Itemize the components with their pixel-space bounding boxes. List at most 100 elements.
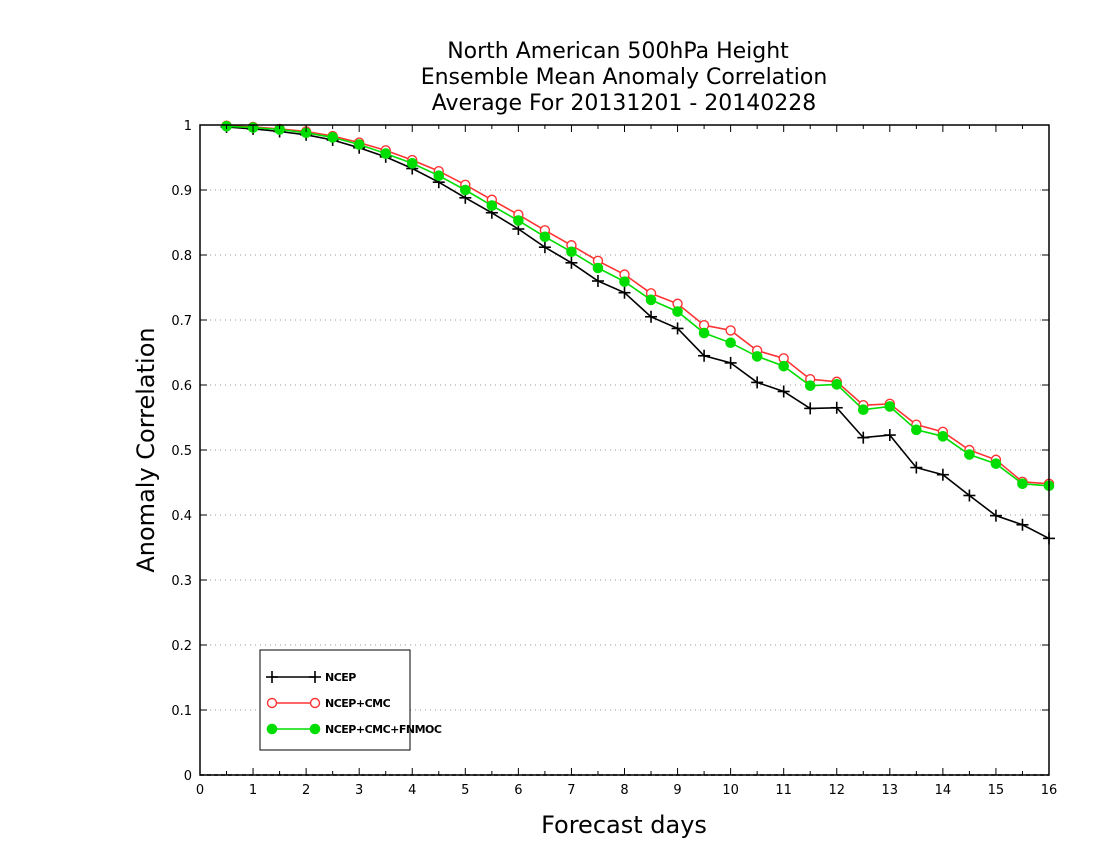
data-point — [936, 468, 949, 481]
series-line — [226, 125, 1050, 487]
data-point — [618, 286, 631, 299]
axis-ticks: 00.10.20.30.40.50.60.70.80.910 1 2 3 4 5 6 7 8 9 1… — [171, 119, 1057, 798]
data-point — [460, 184, 471, 196]
data-point — [672, 306, 683, 317]
data-point — [778, 360, 789, 372]
x-tick-label: 14 — [935, 783, 952, 798]
x-tick-label: 8 — [620, 783, 628, 798]
data-point — [433, 170, 445, 181]
data-point — [645, 294, 657, 306]
legend-marker — [266, 697, 278, 709]
data-point — [645, 310, 658, 323]
legend-box — [259, 649, 411, 751]
legend: NCEP NCEP+CMC NCEP+CMC+FNMOC — [259, 649, 442, 751]
legend-label: NCEP — [325, 671, 356, 684]
x-tick-label: 15 — [988, 783, 1005, 798]
x-tick-label: 13 — [882, 783, 899, 798]
legend-label: NCEP+CMC — [325, 697, 391, 710]
y-tick-label: 0 — [184, 769, 192, 784]
data-point — [565, 256, 578, 269]
x-tick-label: 9 — [673, 783, 681, 798]
data-point — [857, 431, 870, 444]
data-point — [963, 489, 976, 502]
data-point — [883, 429, 896, 442]
x-tick-label: 11 — [775, 783, 792, 798]
y-tick-label: 0.7 — [171, 314, 192, 329]
legend-entry: NCEP — [266, 671, 357, 684]
plot-series — [220, 120, 1055, 545]
series-line — [226, 126, 1050, 540]
x-tick-label: 12 — [828, 783, 845, 798]
data-point — [990, 458, 1002, 469]
x-tick-label: 0 — [196, 783, 204, 798]
data-point — [725, 337, 736, 349]
chart-title: North American 500hPa Height Ensemble Me… — [421, 39, 828, 116]
x-tick-label: 10 — [722, 783, 739, 798]
data-point — [698, 327, 710, 339]
data-point — [964, 449, 975, 460]
chart-title-line-1: North American 500hPa Height — [447, 39, 789, 64]
data-point — [751, 351, 763, 362]
data-point — [910, 461, 923, 474]
data-point — [724, 356, 737, 369]
data-point — [911, 424, 922, 436]
data-point — [486, 200, 498, 211]
series-ncep-cmc-fnmoc — [221, 121, 1055, 492]
x-tick-label: 2 — [302, 783, 310, 798]
data-point — [619, 276, 630, 287]
data-point — [1017, 478, 1028, 490]
data-point — [884, 401, 896, 412]
data-point — [804, 380, 816, 391]
data-point — [380, 148, 392, 159]
y-tick-label: 0.5 — [171, 444, 192, 459]
y-tick-label: 0.3 — [171, 574, 192, 589]
legend-entry: NCEP+CMC — [266, 697, 391, 710]
data-point — [1016, 518, 1029, 531]
data-point — [406, 158, 418, 169]
x-tick-label: 4 — [408, 783, 416, 798]
data-point — [539, 231, 551, 243]
data-point — [592, 262, 604, 274]
y-tick-label: 0.6 — [171, 379, 192, 394]
data-point — [566, 246, 577, 258]
series-ncep — [220, 120, 1055, 545]
legend-marker — [266, 671, 278, 683]
y-tick-label: 0.1 — [171, 704, 192, 719]
data-point — [751, 376, 764, 389]
data-point — [937, 431, 949, 442]
data-point — [777, 385, 790, 398]
x-axis-title: Forecast days — [541, 811, 707, 839]
data-point — [698, 349, 711, 362]
chart-title-line-3: Average For 20131201 - 20140228 — [432, 91, 817, 116]
data-point — [804, 402, 817, 415]
legend-marker — [309, 723, 321, 735]
x-tick-label: 6 — [514, 783, 522, 798]
data-point — [725, 325, 736, 336]
data-point — [671, 322, 684, 335]
y-axis-title: Anomaly Correlation — [132, 327, 160, 572]
data-point — [857, 404, 869, 416]
legend-label: NCEP+CMC+FNMOC — [325, 723, 442, 736]
x-tick-label: 16 — [1041, 783, 1058, 798]
data-point — [513, 215, 524, 226]
data-point — [591, 275, 604, 287]
data-point — [989, 509, 1002, 522]
legend-marker — [309, 671, 321, 683]
y-tick-label: 0.9 — [171, 184, 192, 199]
legend-marker — [266, 723, 278, 735]
legend-marker — [309, 697, 321, 709]
data-point — [327, 132, 338, 143]
data-point — [830, 401, 843, 414]
y-tick-label: 1 — [184, 119, 192, 134]
x-tick-label: 3 — [355, 783, 363, 798]
x-tick-label: 7 — [567, 783, 575, 798]
data-point — [353, 139, 365, 150]
y-tick-label: 0.8 — [171, 249, 192, 264]
chart-title-line-2: Ensemble Mean Anomaly Correlation — [421, 65, 828, 90]
data-point — [538, 241, 551, 254]
y-tick-label: 0.4 — [171, 509, 192, 524]
y-tick-label: 0.2 — [171, 639, 192, 654]
data-point — [831, 379, 843, 390]
x-tick-label: 1 — [249, 783, 257, 798]
